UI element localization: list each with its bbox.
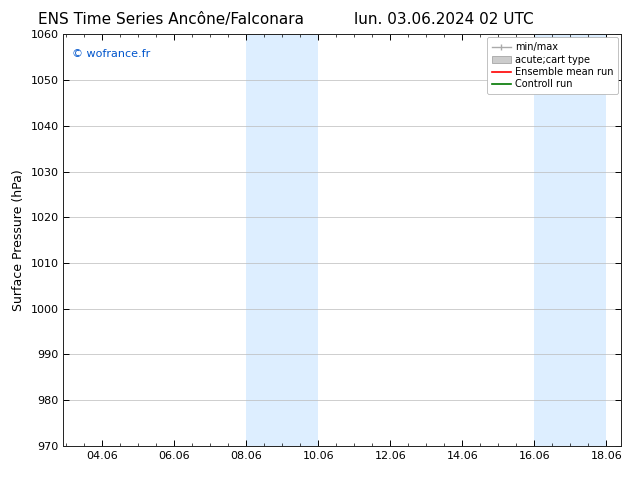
- Bar: [534, 34, 606, 446]
- Legend: min/max, acute;cart type, Ensemble mean run, Controll run: min/max, acute;cart type, Ensemble mean …: [487, 37, 618, 94]
- Text: ENS Time Series Ancône/Falconara: ENS Time Series Ancône/Falconara: [38, 12, 304, 27]
- Text: lun. 03.06.2024 02 UTC: lun. 03.06.2024 02 UTC: [354, 12, 534, 27]
- Y-axis label: Surface Pressure (hPa): Surface Pressure (hPa): [12, 169, 25, 311]
- Bar: [247, 34, 318, 446]
- Text: © wofrance.fr: © wofrance.fr: [72, 49, 150, 59]
